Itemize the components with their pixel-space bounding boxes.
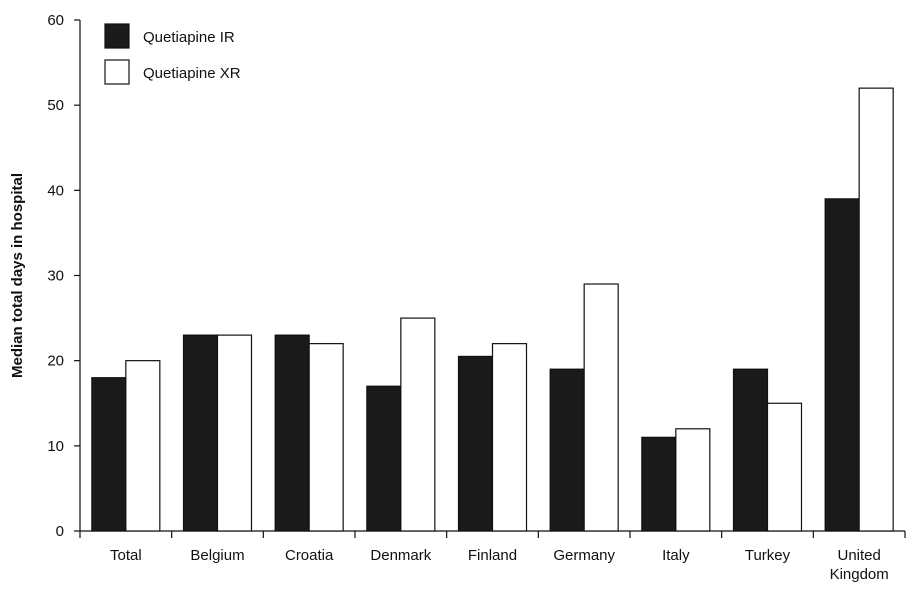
x-tick-label: Germany [553,547,615,564]
x-tick-label: Finland [468,547,517,564]
bar-xr [491,343,528,532]
bars [91,87,894,532]
bar-xr [675,428,711,532]
bar-ir [457,355,494,532]
bar-xr [308,343,344,532]
x-tick-label: Croatia [285,547,334,564]
bar-xr [216,334,253,532]
bar-ir [549,368,585,532]
bar-xr [400,317,436,532]
y-tick-label: 50 [47,97,64,114]
bar-xr [766,402,803,532]
y-tick-label: 30 [47,268,64,285]
legend-swatch [104,59,130,85]
x-tick-label: Belgium [190,547,244,564]
bar-ir [824,198,860,532]
y-axis-title: Median total days in hospital [9,173,26,378]
y-tick-label: 10 [47,438,64,455]
y-axis: 0 10 20 30 40 50 60 [47,12,81,540]
bar-ir [182,334,219,532]
y-tick-label: 40 [47,182,64,199]
legend-label: Quetiapine XR [143,65,241,82]
bar-xr [125,360,161,532]
y-tick-label: 0 [56,523,64,540]
bar-ir [366,385,402,532]
bar-ir [91,377,127,532]
x-tick-label: Denmark [370,547,431,564]
y-tick-label: 20 [47,353,64,370]
x-tick-label: United Kingdom [830,547,889,583]
x-tick-label: Total [110,547,142,564]
x-tick-label: Italy [662,547,690,564]
x-axis: Total Belgium Croatia Denmark Finland Germany… [79,530,906,583]
bar-ir [641,436,677,532]
bar-xr [583,283,619,532]
bar-ir [732,368,769,532]
bar-ir [274,334,310,532]
legend-label: Quetiapine IR [143,29,235,46]
x-tick-label: Turkey [745,547,791,564]
y-tick-label: 60 [47,12,64,29]
bar-xr [858,87,894,532]
legend: Quetiapine IR Quetiapine XR [104,23,241,85]
legend-swatch [104,23,130,49]
